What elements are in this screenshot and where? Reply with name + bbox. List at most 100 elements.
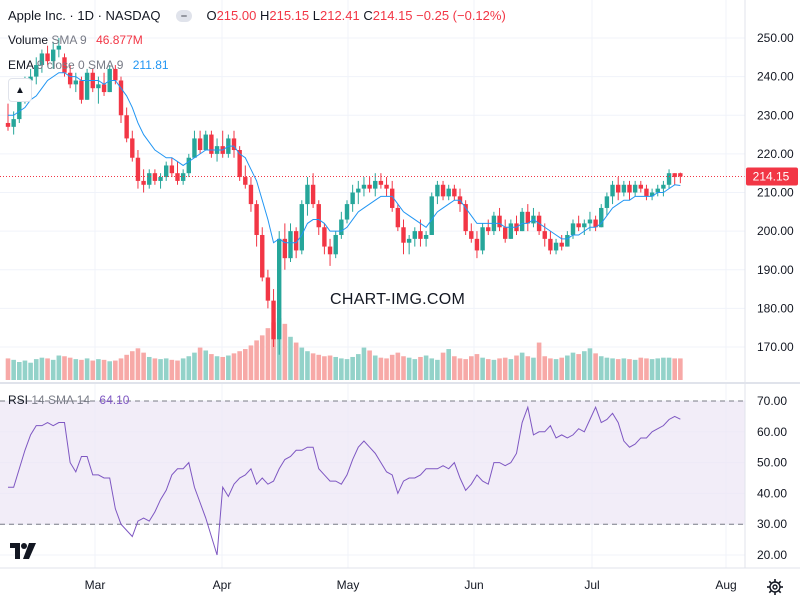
volume-bar (231, 353, 237, 380)
rsi-param: 14 SMA 14 (31, 393, 91, 407)
volume-bar (152, 358, 158, 380)
candle-body (638, 184, 643, 189)
candle-body (672, 173, 677, 178)
rsi-legend[interactable]: RSI 14 SMA 14 64.10 (8, 393, 129, 407)
volume-bar (649, 359, 655, 380)
axes: 214.15 (0, 0, 800, 569)
candle-body (576, 223, 581, 228)
candle-body (661, 184, 666, 189)
volume-bar (463, 359, 468, 380)
candle-body (293, 231, 299, 251)
volume-bar (322, 356, 327, 380)
rsi-label: RSI (8, 393, 29, 407)
volume-bar (361, 347, 367, 380)
tradingview-logo-icon[interactable] (10, 541, 38, 561)
volume-bar (305, 351, 310, 380)
price-tick-label: 170.00 (757, 340, 794, 354)
candle-body (124, 115, 129, 139)
volume-bar (17, 362, 22, 380)
volume-bar (118, 358, 124, 380)
candle-body (243, 177, 248, 185)
volume-bar (248, 345, 254, 380)
candle-body (344, 204, 350, 220)
candle-body (180, 173, 186, 181)
ema-legend[interactable]: EMA 9 close 0 SMA 9 211.81 (8, 58, 169, 72)
candle-body (113, 68, 118, 81)
chevron-up-icon: ▲ (15, 84, 25, 96)
time-tick-label: Aug (715, 578, 736, 592)
symbol-title[interactable]: Apple Inc. · 1D · NASDAQ (8, 8, 161, 23)
candle-body (56, 45, 62, 50)
price-tick-label: 220.00 (757, 147, 794, 161)
candle-body (248, 184, 254, 205)
volume-bar (186, 356, 192, 380)
candle-body (118, 80, 124, 116)
candle-body (412, 231, 417, 239)
candle-body (101, 84, 107, 93)
candle-body (593, 219, 598, 228)
price-tick-label: 190.00 (757, 263, 794, 277)
volume-bar (146, 356, 152, 380)
candle-body (305, 184, 310, 205)
rsi-series (8, 405, 681, 556)
volume-bar (96, 359, 101, 380)
volume-bar (203, 350, 209, 380)
close-label: C (363, 8, 373, 23)
volume-bar (446, 349, 451, 380)
candle-body (423, 234, 429, 239)
volume-bar (141, 352, 146, 380)
price-tick-label: 250.00 (757, 31, 794, 45)
volume-bar (508, 359, 514, 380)
volume-bar (84, 358, 90, 380)
candle-body (497, 215, 502, 228)
high-value: 215.15 (269, 8, 310, 23)
candle-body (158, 177, 163, 181)
volume-bar (90, 360, 96, 380)
volume-bar (73, 359, 79, 380)
candle-body (135, 157, 141, 181)
candle-body (260, 234, 265, 278)
candle-body (503, 227, 508, 239)
price-tick-label: 230.00 (757, 108, 794, 122)
volume-legend[interactable]: Volume SMA 9 46.877M (8, 33, 143, 47)
volume-bar (423, 355, 429, 380)
candle-body (367, 184, 372, 189)
candle-body (130, 138, 135, 158)
candle-body (96, 84, 101, 89)
volume-bar (497, 358, 502, 380)
collapse-legend-button[interactable]: ▲ (8, 78, 32, 102)
candle-body (599, 207, 604, 228)
time-tick-label: Jul (584, 578, 599, 592)
volume-bar (50, 359, 56, 380)
candle-body (644, 188, 649, 197)
volume-bar (672, 358, 677, 380)
volume-bar (661, 357, 666, 380)
candle-body (34, 65, 39, 77)
time-tick-label: Jun (464, 578, 483, 592)
volume-bar (395, 352, 401, 380)
candle-body (356, 188, 361, 193)
low-value: 212.41 (319, 8, 360, 23)
candle-body (310, 184, 316, 205)
volume-bar (435, 359, 440, 380)
volume-bar (214, 356, 220, 380)
price-tick-label: 240.00 (757, 70, 794, 84)
settings-gear-icon[interactable] (766, 578, 784, 601)
eye-icon[interactable] (176, 9, 193, 22)
price-tick-label: 210.00 (757, 186, 794, 200)
candle-body (164, 165, 169, 178)
volume-bar (169, 359, 175, 380)
open-value: 215.00 (216, 8, 257, 23)
ema-param: 9 close 0 SMA 9 (36, 58, 124, 72)
candle-body (271, 300, 276, 340)
rsi-line (8, 405, 681, 556)
volume-bar (678, 358, 683, 380)
time-tick-label: Mar (85, 578, 106, 592)
volume-bar (339, 358, 344, 380)
volume-bar (491, 359, 497, 380)
candle-body (231, 138, 237, 151)
candle-body (141, 180, 146, 185)
candle-body (452, 188, 457, 197)
rsi-tick-label: 20.00 (757, 548, 787, 562)
